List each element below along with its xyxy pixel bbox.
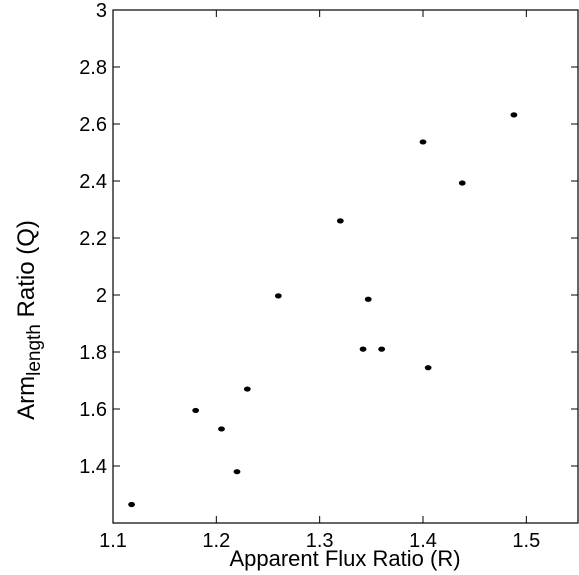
data-point [233, 469, 241, 475]
y-tick-label: 1.8 [79, 342, 107, 364]
y-tick-label: 2.8 [79, 57, 107, 79]
data-point [192, 407, 200, 414]
data-point [378, 346, 386, 352]
y-axis-label-rest: Ratio (Q) [13, 220, 40, 324]
y-tick-label: 1.6 [79, 399, 107, 421]
y-tick-label: 3 [96, 0, 107, 22]
data-point [419, 139, 427, 145]
y-axis-label-subscript: length [24, 324, 45, 376]
y-axis: 1.4 1.6 1.8 2 2.2 2.4 2.6 2.8 3 [79, 0, 578, 478]
x-tick-label: 1.1 [99, 530, 127, 552]
data-point [359, 346, 367, 352]
x-axis-label: Apparent Flux Ratio (R) [229, 546, 460, 571]
y-tick-label: 2 [96, 285, 107, 307]
x-tick-label: 1.4 [409, 530, 437, 552]
data-points [128, 112, 518, 508]
data-point [424, 365, 432, 371]
data-point [458, 180, 466, 186]
y-axis-label-text: Armlength Ratio (Q) [13, 220, 45, 420]
x-axis: 1.1 1.2 1.3 1.4 1.5 [99, 10, 540, 552]
x-tick-label: 1.2 [202, 530, 230, 552]
y-axis-label-main: Arm [13, 376, 40, 420]
y-tick-label: 2.2 [79, 228, 107, 250]
plot-frame [112, 9, 579, 524]
y-axis-label: Armlength Ratio (Q) [13, 220, 45, 420]
data-point [243, 386, 251, 392]
data-point [218, 426, 225, 432]
x-tick-label: 1.3 [306, 530, 334, 552]
y-tick-label: 1.4 [79, 456, 107, 478]
data-point [510, 112, 518, 118]
x-tick-label: 1.5 [512, 530, 540, 552]
y-tick-label: 2.4 [79, 171, 107, 193]
data-point [336, 218, 344, 224]
plot-border [112, 9, 579, 524]
y-tick-label: 2.6 [79, 114, 107, 136]
data-point [128, 501, 136, 508]
data-point [364, 296, 372, 302]
data-point [274, 293, 282, 299]
